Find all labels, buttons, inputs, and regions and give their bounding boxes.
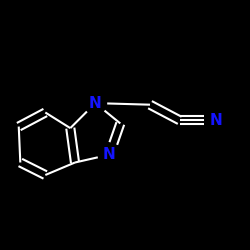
Text: N: N [209, 113, 222, 128]
Text: N: N [103, 147, 116, 162]
Text: N: N [89, 96, 102, 110]
